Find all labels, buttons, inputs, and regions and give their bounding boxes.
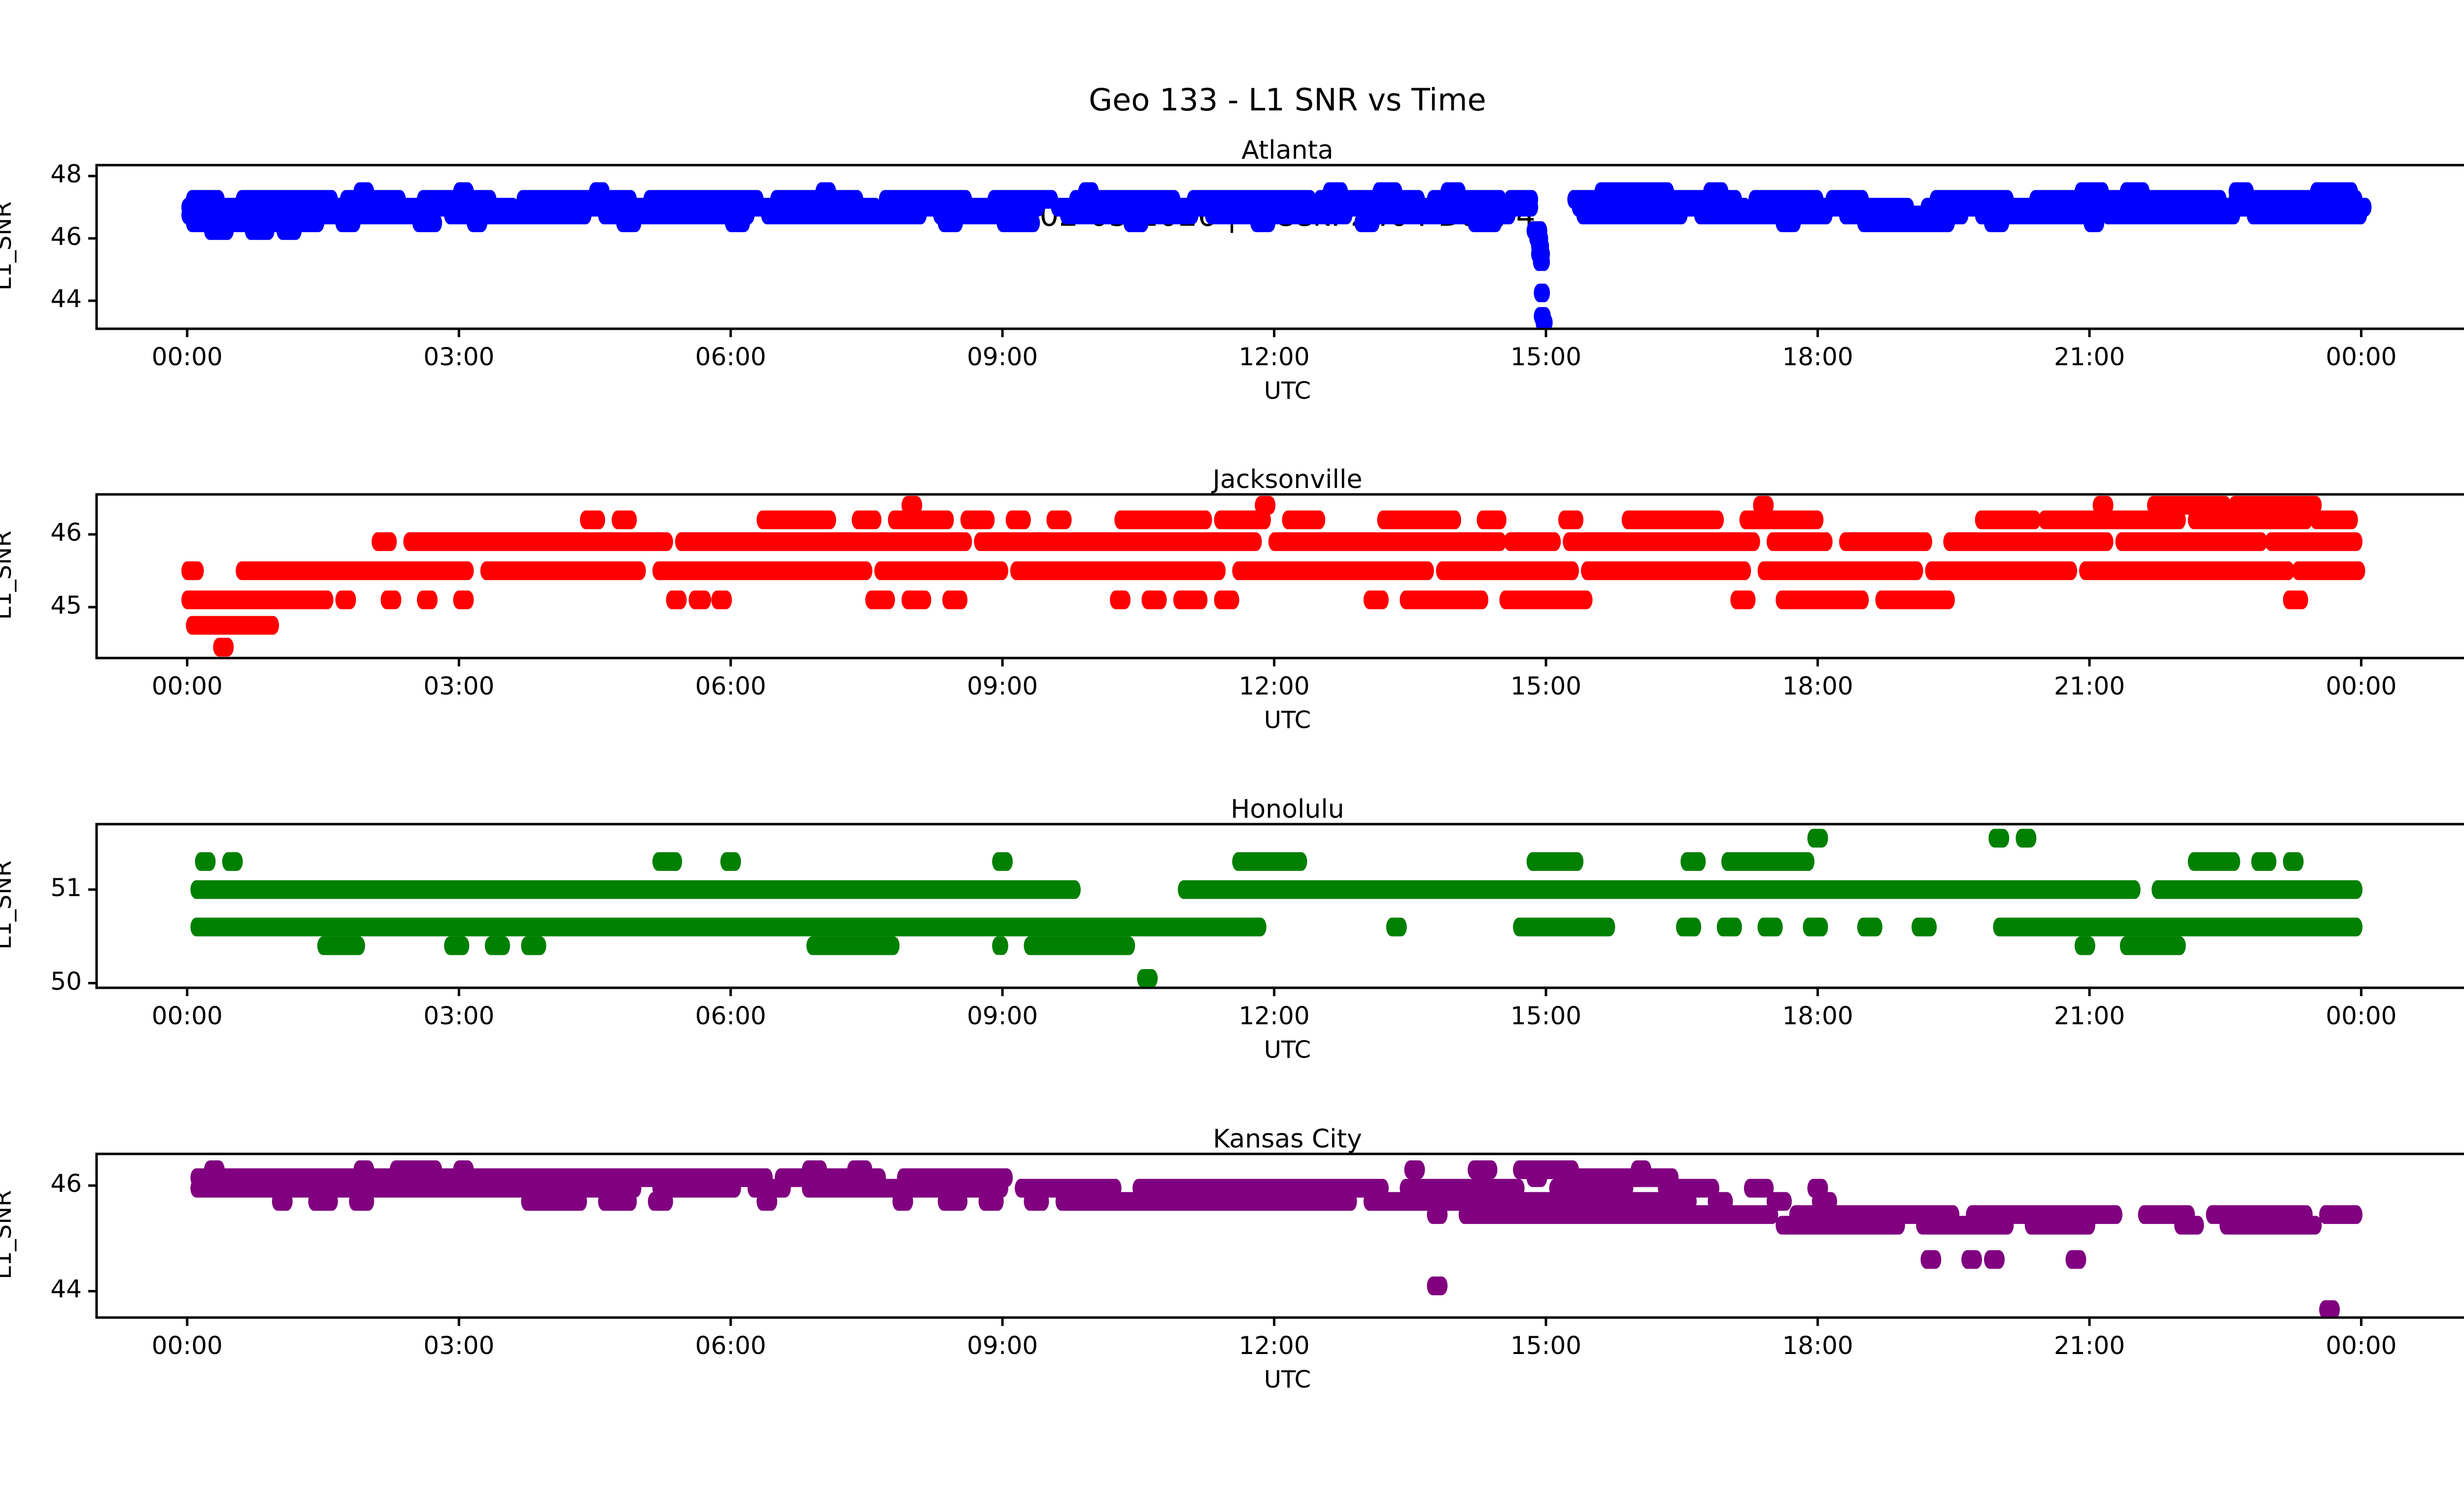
y-axis-label: L1_SNR <box>0 1190 17 1280</box>
x-tick-label: 03:00 <box>423 672 495 700</box>
subplot-title-honolulu: Honolulu <box>1231 795 1344 824</box>
x-tick-label: 03:00 <box>423 1331 495 1360</box>
x-tick-label: 12:00 <box>1238 672 1310 700</box>
x-tick-label: 15:00 <box>1510 1002 1582 1030</box>
data-series-atlanta <box>181 182 2372 328</box>
subplot-title-jacksonville: Jacksonville <box>1212 465 1363 494</box>
x-axis-label: UTC <box>1264 1036 1311 1064</box>
x-tick-label: 15:00 <box>1510 672 1582 700</box>
x-tick-label: 00:00 <box>2326 672 2397 700</box>
plot-area-atlanta <box>88 164 2464 337</box>
x-tick-label: 06:00 <box>695 343 766 371</box>
x-tick-label: 00:00 <box>2326 343 2397 371</box>
x-axis-label: UTC <box>1264 377 1311 405</box>
x-tick-label: 00:00 <box>151 1331 223 1360</box>
x-tick-label: 00:00 <box>151 1002 223 1030</box>
subplot-honolulu: Honolulu 50 51 L1_SNR 00:00 03:00 06:00 09:00 12… <box>0 795 2464 1124</box>
data-series-kansas-city <box>190 1160 2363 1317</box>
y-tick-label: 48 <box>50 160 82 189</box>
axes-frame <box>95 1152 2464 1319</box>
x-tick-label: 03:00 <box>423 343 495 371</box>
x-axis-label: UTC <box>1264 706 1311 734</box>
y-tick-label: 46 <box>50 518 82 547</box>
suptitle-line-1: Geo 133 - L1 SNR vs Time <box>1089 82 1486 118</box>
x-tick-label: 21:00 <box>2053 672 2125 700</box>
y-tick-label: 45 <box>50 591 82 620</box>
x-tick-label: 09:00 <box>967 1002 1038 1030</box>
y-tick-label: 46 <box>50 222 82 251</box>
y-tick-label: 46 <box>50 1169 82 1198</box>
x-tick-label: 21:00 <box>2053 1002 2125 1030</box>
subplot-atlanta: Atlanta 44 46 48 L1_SNR 00:00 03:00 06:00 09:00 1… <box>0 136 2464 465</box>
y-tick-label: 44 <box>50 1275 82 1304</box>
x-tick-label: 12:00 <box>1238 1331 1310 1360</box>
subplot-title-atlanta: Atlanta <box>1241 136 1334 165</box>
x-tick-label: 15:00 <box>1510 343 1582 371</box>
x-tick-label: 00:00 <box>2326 1331 2397 1360</box>
x-tick-label: 18:00 <box>1782 1002 1853 1030</box>
y-axis-label: L1_SNR <box>0 860 17 950</box>
x-axis-label: UTC <box>1264 1366 1311 1393</box>
plot-area-kansas-city <box>88 1152 2464 1326</box>
axes-frame <box>95 493 2464 660</box>
x-tick-label: 18:00 <box>1782 1331 1853 1360</box>
x-tick-label: 09:00 <box>967 672 1038 700</box>
x-tick-label: 00:00 <box>2326 1002 2397 1030</box>
axes-frame <box>95 164 2464 330</box>
x-tick-label: 12:00 <box>1238 1002 1310 1030</box>
y-axis-label: L1_SNR <box>0 201 17 291</box>
x-tick-label: 21:00 <box>2053 1331 2125 1360</box>
subplot-kansas-city: Kansas City 44 46 L1_SNR 00:00 03:00 06:00 09:0… <box>0 1124 2464 1454</box>
x-tick-label: 18:00 <box>1782 343 1853 371</box>
x-tick-label: 03:00 <box>423 1002 495 1030</box>
x-tick-label: 06:00 <box>695 1331 766 1360</box>
x-tick-label: 00:00 <box>151 672 223 700</box>
x-tick-label: 09:00 <box>967 343 1038 371</box>
x-tick-label: 15:00 <box>1510 1331 1582 1360</box>
x-tick-label: 09:00 <box>967 1331 1038 1360</box>
y-axis-label: L1_SNR <box>0 530 17 620</box>
y-tick-label: 51 <box>50 873 82 902</box>
plot-area-honolulu <box>88 823 2464 996</box>
x-tick-label: 00:00 <box>151 343 223 371</box>
x-tick-label: 12:00 <box>1238 343 1310 371</box>
x-tick-label: 06:00 <box>695 672 766 700</box>
data-series-honolulu <box>190 829 2363 987</box>
axes-frame <box>95 823 2464 989</box>
x-tick-label: 21:00 <box>2053 343 2125 371</box>
x-tick-label: 18:00 <box>1782 672 1853 700</box>
y-tick-label: 50 <box>50 967 82 996</box>
subplot-title-kansas-city: Kansas City <box>1213 1124 1362 1154</box>
subplot-jacksonville: Jacksonville 45 46 L1_SNR 00:00 03:00 06:00 09:… <box>0 465 2464 794</box>
plot-area-jacksonville <box>88 493 2464 666</box>
data-series-jacksonville <box>181 496 2365 657</box>
y-tick-label: 44 <box>50 284 82 313</box>
x-tick-label: 06:00 <box>695 1002 766 1030</box>
